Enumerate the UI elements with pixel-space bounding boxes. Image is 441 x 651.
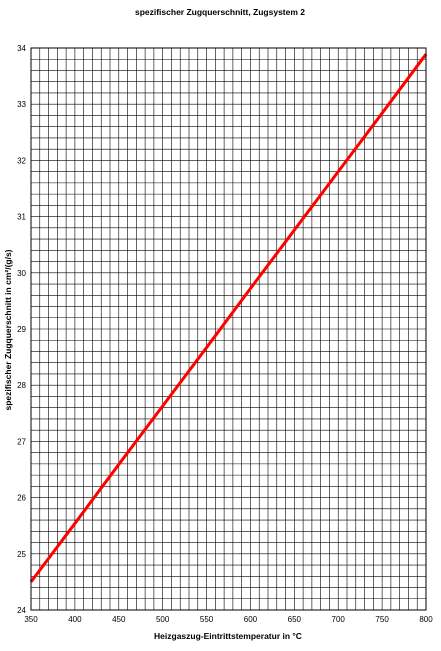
- y-tick-label: 27: [17, 437, 26, 446]
- x-tick-label: 350: [24, 615, 38, 624]
- series-lines: [29, 53, 428, 583]
- x-tick-label: 400: [68, 615, 82, 624]
- y-tick-label: 34: [17, 44, 26, 53]
- x-tick-label: 650: [288, 615, 302, 624]
- plot-frame: [30, 47, 427, 611]
- x-tick-label: 550: [200, 615, 214, 624]
- x-tick-label: 600: [244, 615, 258, 624]
- x-tick-label: 800: [419, 615, 433, 624]
- y-tick-label: 26: [17, 494, 26, 503]
- grid: [31, 48, 426, 610]
- y-tick-label: 32: [17, 156, 26, 165]
- x-tick-label: 500: [156, 615, 170, 624]
- y-tick-label: 30: [17, 269, 26, 278]
- y-tick-label: 24: [17, 606, 26, 615]
- x-tick-label: 450: [112, 615, 126, 624]
- x-tick-label: 700: [332, 615, 346, 624]
- x-tick-labels: 350 400 450 500 550 600 650 700 750 800: [24, 615, 433, 624]
- y-tick-label: 29: [17, 325, 26, 334]
- y-tick-labels: 24 25 26 27 28 29 30 31 32 33 34: [17, 44, 26, 615]
- y-tick-label: 33: [17, 100, 26, 109]
- x-tick-label: 750: [375, 615, 389, 624]
- chart-title: spezifischer Zugquerschnitt, Zugsystem 2: [135, 7, 305, 17]
- y-tick-label: 25: [17, 550, 26, 559]
- y-axis-label: spezifischer Zugquerschnitt in cm²/(g/s): [3, 249, 13, 410]
- y-tick-label: 28: [17, 381, 26, 390]
- y-tick-label: 31: [17, 213, 26, 222]
- x-axis-label: Heizgaszug-Eintrittstemperatur in °C: [154, 631, 302, 641]
- series-line: [29, 53, 428, 583]
